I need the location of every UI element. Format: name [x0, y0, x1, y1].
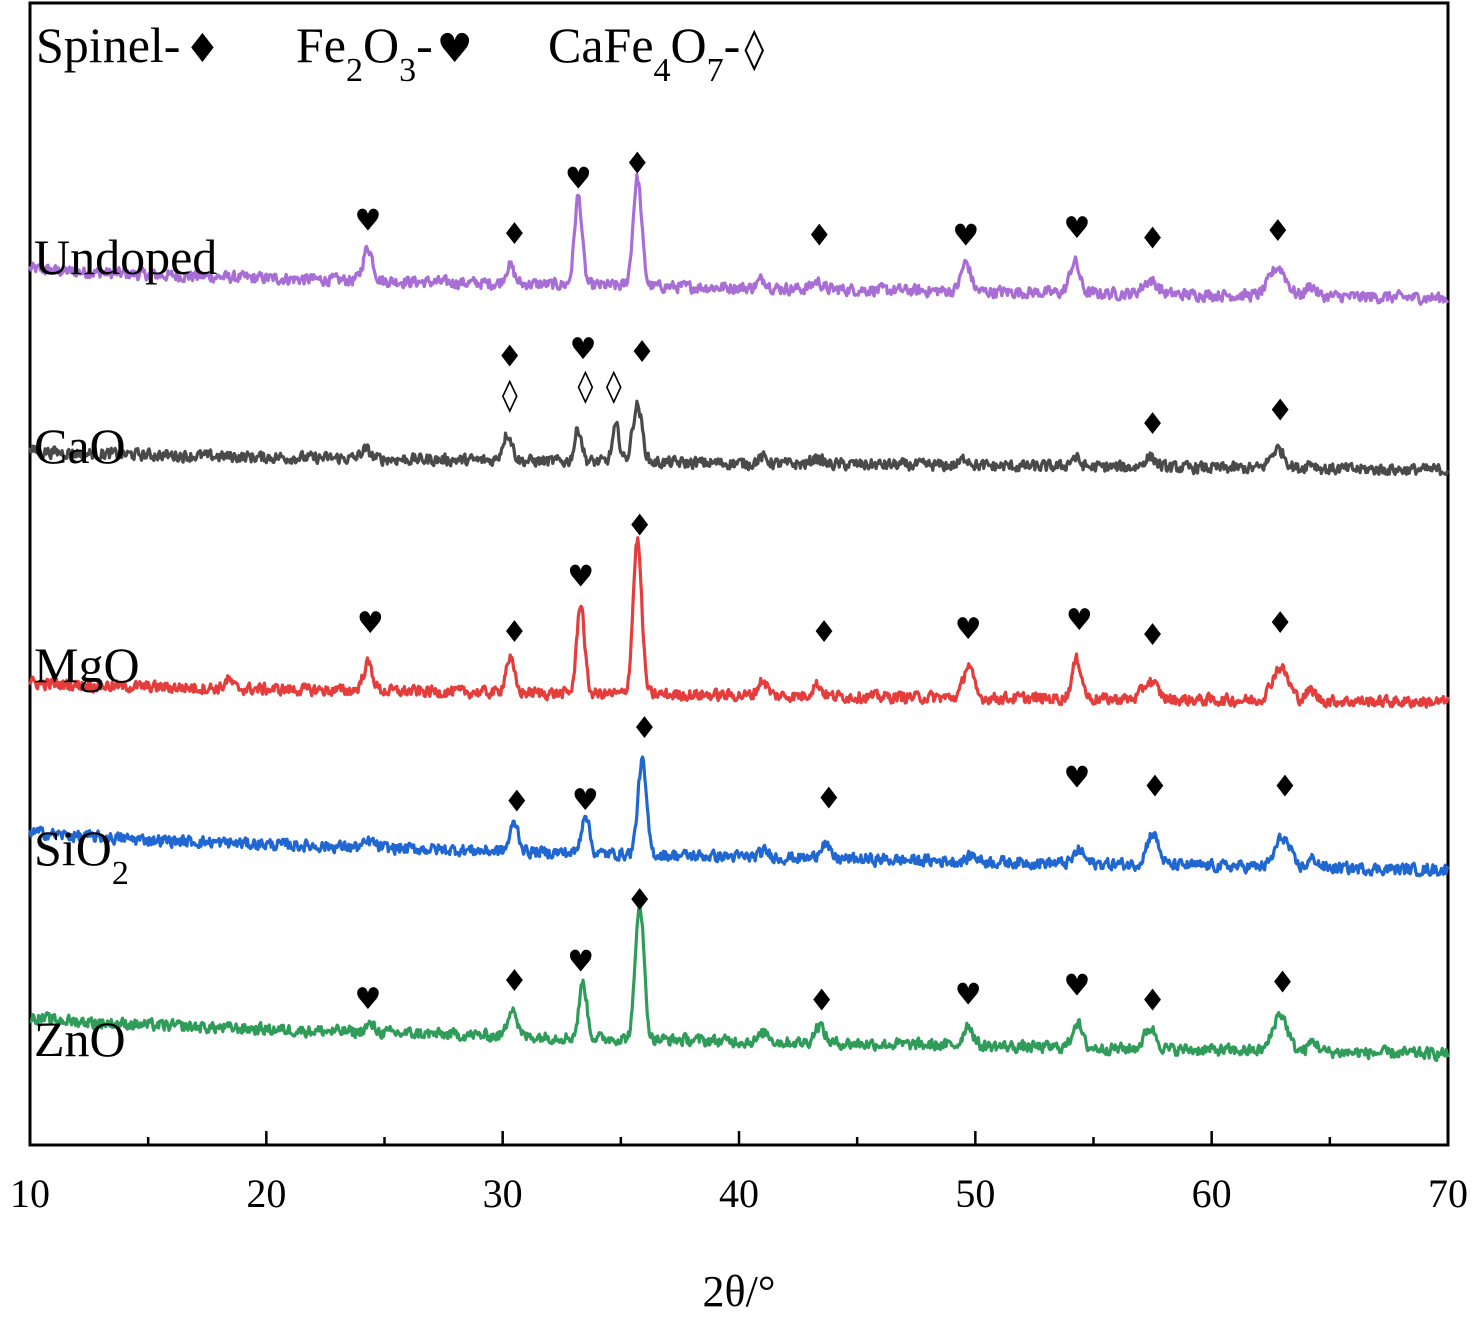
- peak-marker-spinel: ♦: [501, 964, 528, 999]
- series-line-mgo: [28, 536, 1450, 709]
- peak-marker-spinel: ♦: [501, 615, 528, 650]
- peak-marker-spinel: ♦: [1269, 966, 1296, 1001]
- series-label-zno: ZnO: [34, 1011, 126, 1067]
- peak-marker-spinel: ♦: [808, 984, 835, 1019]
- peak-marker-spinel: ♦: [1264, 214, 1291, 249]
- x-axis-ticks: 10 20 30 40 50 60 70: [10, 1131, 1468, 1216]
- series-line-cao: [28, 399, 1450, 477]
- peak-marker-spinel: ♦: [1141, 770, 1168, 805]
- x-tick-label: 70: [1428, 1171, 1468, 1216]
- peak-marker-spinel: ♦: [631, 711, 658, 746]
- peak-markers-group: ♥ ♦♥ ♦♦ ♥ ♥ ♦ ♦♦◊♥◊ ◊♦♦ ♦♥ ♦♥♦♦ ♥ ♥ ♦ ♦♦ ♥♦♦♥ ♦ ♦♥♦♥♦♦ ♥ ♥…: [355, 147, 1299, 1019]
- legend-entry: Fe2O3- ♥: [296, 17, 473, 89]
- series-label-undoped: Undoped: [34, 229, 217, 285]
- peak-marker-spinel: ♦: [1271, 770, 1298, 805]
- peak-marker-fe2o3: ♥: [572, 783, 599, 818]
- peak-marker-fe2o3: ♥: [567, 945, 594, 980]
- peak-marker-fe2o3: ♥: [357, 606, 384, 641]
- peak-marker-fe2o3: ♥: [570, 332, 597, 367]
- x-tick-label: 60: [1192, 1171, 1232, 1216]
- peak-marker-spinel: ♦: [496, 340, 523, 375]
- x-tick-label: 20: [246, 1171, 286, 1216]
- peak-marker-fe2o3: ♥: [1064, 211, 1091, 246]
- peak-marker-cafe4o7: ◊: [606, 367, 622, 405]
- peak-marker-fe2o3: ♥: [1064, 761, 1091, 796]
- legend: Spinel- ♦ Fe2O3- ♥ CaFe4O7- ◊: [36, 17, 764, 89]
- peak-marker-spinel: ♦: [624, 147, 651, 182]
- peak-marker-spinel: ♦: [629, 335, 656, 370]
- peak-marker-spinel: ♦: [1139, 618, 1166, 653]
- peak-marker-fe2o3: ♥: [955, 612, 982, 647]
- peak-marker-spinel: ♦: [1139, 407, 1166, 442]
- series-label-sio2: SiO2: [34, 820, 129, 892]
- peak-marker-spinel: ♦: [811, 615, 838, 650]
- series-line-undoped: [28, 172, 1450, 306]
- peak-marker-spinel: ♦: [1139, 984, 1166, 1019]
- x-tick-label: 50: [955, 1171, 995, 1216]
- legend-entry: CaFe4O7- ◊: [548, 17, 764, 89]
- peak-marker-spinel: ♦: [806, 219, 833, 254]
- peak-marker-spinel: ♦: [1267, 394, 1294, 429]
- peak-marker-fe2o3: ♥: [565, 162, 592, 197]
- peak-marker-fe2o3: ♥: [567, 560, 594, 595]
- x-tick-label: 10: [10, 1171, 50, 1216]
- x-axis-label: 2θ/°: [703, 1267, 776, 1316]
- peak-marker-cafe4o7: ◊: [502, 376, 518, 414]
- x-tick-label: 30: [483, 1171, 523, 1216]
- peak-marker-spinel: ♦: [503, 785, 530, 820]
- series-group: [28, 172, 1450, 1063]
- series-line-sio2: [28, 755, 1450, 878]
- plot-frame: [28, 1, 1450, 1147]
- legend-label: Fe2O3- ♥: [296, 17, 473, 89]
- peak-marker-spinel: ♦: [501, 217, 528, 252]
- peak-marker-cafe4o7: ◊: [577, 367, 593, 405]
- peak-marker-fe2o3: ♥: [1064, 969, 1091, 1004]
- peak-marker-fe2o3: ♥: [355, 204, 382, 239]
- peak-marker-spinel: ♦: [1267, 606, 1294, 641]
- peak-marker-spinel: ♦: [815, 782, 842, 817]
- peak-marker-spinel: ♦: [1139, 222, 1166, 257]
- peak-marker-spinel: ♦: [626, 509, 653, 544]
- peak-marker-fe2o3: ♥: [1066, 603, 1093, 638]
- series-line-zno: [29, 905, 1450, 1063]
- peak-marker-spinel: ♦: [626, 883, 653, 918]
- series-label-cao: CaO: [34, 418, 126, 474]
- legend-label: CaFe4O7- ◊: [548, 17, 764, 89]
- peak-marker-fe2o3: ♥: [355, 982, 382, 1017]
- peak-marker-fe2o3: ♥: [955, 978, 982, 1013]
- series-label-mgo: MgO: [34, 637, 140, 693]
- series-labels-group: Undoped CaO MgO SiO2 ZnO: [34, 229, 217, 1067]
- legend-entry: Spinel- ♦: [36, 17, 220, 73]
- x-tick-label: 40: [719, 1171, 759, 1216]
- legend-label: Spinel- ♦: [36, 17, 220, 73]
- peak-marker-fe2o3: ♥: [952, 219, 979, 254]
